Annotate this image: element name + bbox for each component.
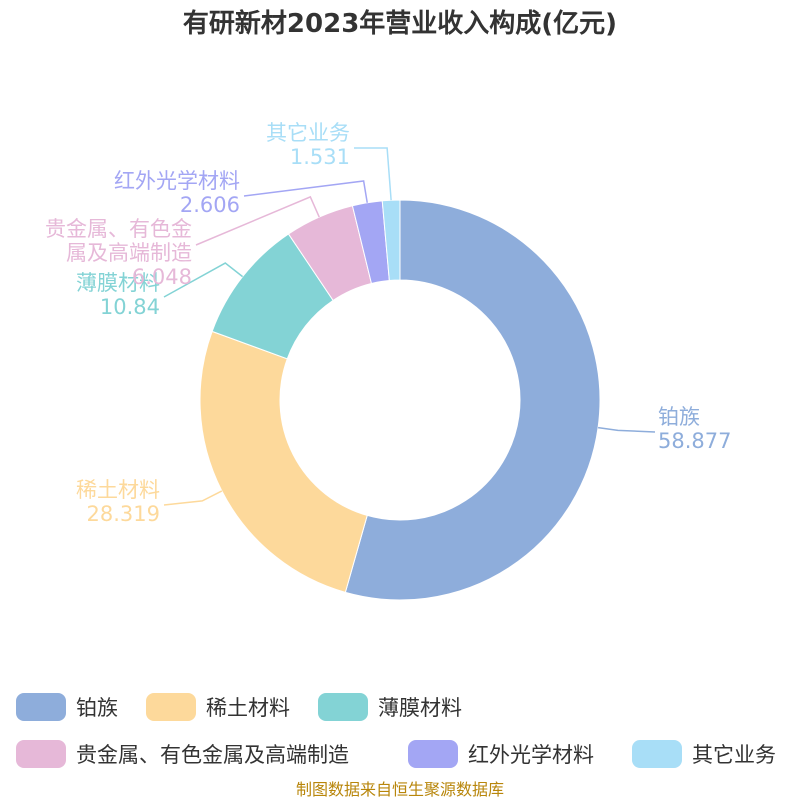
slice-0	[344, 199, 601, 601]
leader-lines	[163, 147, 656, 506]
legend-swatch-1	[146, 693, 196, 721]
slice-label-1: 稀土材料 28.319	[76, 478, 160, 526]
legend-item-4[interactable]: 红外光学材料	[408, 740, 594, 768]
slice-label-4: 红外光学材料 2.606	[114, 169, 240, 217]
leader-line-0	[597, 426, 656, 433]
slice-value-2: 10.84	[100, 295, 160, 319]
slice-1	[199, 330, 368, 594]
leader-line-3	[195, 195, 320, 246]
legend-label-4: 红外光学材料	[468, 743, 594, 767]
legend-swatch-4	[408, 740, 458, 768]
leader-line-1	[163, 490, 223, 506]
legend-label-3: 贵金属、有色金属及高端制造	[76, 743, 349, 767]
source-note: 制图数据来自恒生聚源数据库	[296, 780, 504, 799]
slice-name-2: 薄膜材料	[76, 271, 160, 295]
legend-item-2[interactable]: 薄膜材料	[318, 693, 462, 721]
slice-name-5: 其它业务	[266, 121, 350, 145]
legend-swatch-5	[632, 740, 682, 768]
slice-value-4: 2.606	[180, 193, 240, 217]
slice-name-3: 贵金属、有色金	[45, 217, 192, 241]
legend-item-1[interactable]: 稀土材料	[146, 693, 290, 721]
slice-name-1: 稀土材料	[76, 478, 160, 502]
slice-label-5: 其它业务 1.531	[266, 121, 350, 169]
legend-label-5: 其它业务	[692, 743, 776, 767]
slice-name-0: 铂族	[658, 405, 700, 429]
legend-item-5[interactable]: 其它业务	[632, 740, 776, 768]
legend-swatch-0	[16, 693, 66, 721]
legend-item-3[interactable]: 贵金属、有色金属及高端制造	[16, 740, 349, 768]
slice-label-2: 薄膜材料 10.84	[76, 271, 160, 319]
donut-slices	[199, 199, 601, 601]
slice-value-1: 28.319	[87, 502, 160, 526]
slice-label-0: 铂族 58.877	[658, 405, 731, 453]
leader-line-5	[354, 147, 392, 201]
slice-label-3: 贵金属、有色金属及高端制造 6.048	[45, 217, 192, 289]
legend-label-1: 稀土材料	[206, 696, 290, 720]
legend-swatch-3	[16, 740, 66, 768]
legend-label-2: 薄膜材料	[378, 696, 462, 720]
chart-title: 有研新材2023年营业收入构成(亿元)	[183, 8, 617, 39]
slice-5	[381, 199, 401, 282]
legend-swatch-2	[318, 693, 368, 721]
slice-value-0: 58.877	[658, 429, 731, 453]
slice-name-4: 红外光学材料	[114, 169, 240, 193]
leader-line-4	[243, 180, 368, 203]
leader-line-2	[163, 262, 244, 298]
slice-name-3: 属及高端制造	[66, 241, 192, 265]
legend-item-0[interactable]: 铂族	[16, 693, 118, 721]
legend-label-0: 铂族	[76, 696, 118, 720]
slice-value-5: 1.531	[290, 145, 350, 169]
slice-value-3: 6.048	[132, 265, 192, 289]
